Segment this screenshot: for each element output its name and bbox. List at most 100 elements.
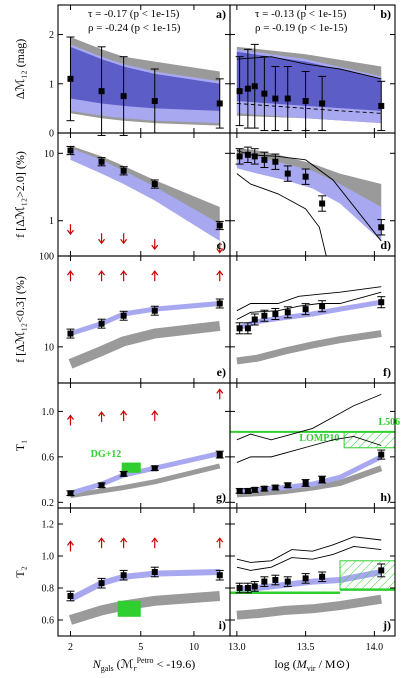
data-point bbox=[261, 156, 268, 163]
panel-frame bbox=[57, 255, 231, 384]
data-point bbox=[272, 310, 279, 317]
data-point bbox=[272, 577, 279, 583]
data-point bbox=[120, 470, 127, 477]
panel-label: i) bbox=[219, 618, 226, 632]
grey-band bbox=[236, 330, 382, 365]
panel-label: b) bbox=[380, 7, 391, 21]
l506-label: L506 bbox=[379, 417, 401, 428]
y-tick-label: 0 bbox=[49, 129, 54, 140]
panel-label: g) bbox=[216, 490, 226, 504]
arrow-head bbox=[98, 238, 106, 245]
data-point bbox=[261, 485, 268, 492]
model-line bbox=[236, 173, 327, 257]
data-point bbox=[378, 102, 385, 109]
arrow-head bbox=[216, 537, 224, 543]
panel-frame bbox=[229, 507, 396, 637]
data-point bbox=[272, 484, 279, 491]
y-tick-label: 100 bbox=[39, 252, 54, 263]
x-label-part: gals bbox=[101, 664, 114, 673]
data-point bbox=[319, 476, 326, 483]
data-point bbox=[236, 325, 243, 332]
data-point bbox=[251, 316, 258, 323]
data-point bbox=[284, 170, 291, 177]
data-point bbox=[302, 575, 309, 582]
y-tick-label: 1 bbox=[49, 79, 54, 90]
data-point bbox=[120, 312, 127, 319]
data-point bbox=[236, 585, 243, 591]
panel-label: f) bbox=[383, 365, 391, 379]
data-point bbox=[216, 300, 223, 307]
y-tick-label: 0.6 bbox=[42, 616, 55, 627]
panel-label: j) bbox=[382, 618, 391, 632]
data-point bbox=[151, 307, 158, 314]
data-point bbox=[98, 482, 105, 489]
data-point bbox=[378, 224, 385, 231]
panel-label: h) bbox=[380, 490, 391, 504]
arrow-head bbox=[120, 238, 128, 245]
data-point bbox=[319, 200, 326, 207]
model-line-dashed bbox=[236, 103, 382, 114]
data-point bbox=[251, 486, 258, 493]
panel-label: c) bbox=[217, 238, 226, 252]
model-line bbox=[236, 536, 382, 563]
data-point bbox=[120, 572, 127, 579]
lomp10-label: LOMP10 bbox=[299, 433, 339, 444]
arrow-head bbox=[151, 409, 159, 416]
data-point bbox=[272, 158, 279, 165]
data-point bbox=[302, 306, 309, 313]
panel-label: e) bbox=[217, 365, 226, 379]
arrow-head bbox=[66, 270, 74, 276]
y-tick-label: 0.8 bbox=[42, 584, 55, 595]
y-axis-label: T₁ bbox=[13, 440, 27, 452]
data-point bbox=[151, 465, 158, 472]
data-point bbox=[244, 487, 251, 494]
panel-label: a) bbox=[216, 7, 226, 21]
x-tick-label: 13.0 bbox=[228, 642, 246, 653]
arrow-head bbox=[98, 270, 106, 276]
y-tick-label: 2 bbox=[49, 30, 54, 41]
x-label-part: M bbox=[296, 657, 308, 671]
x-label-part: Petro bbox=[137, 656, 154, 665]
data-point bbox=[98, 320, 105, 327]
data-point bbox=[244, 585, 251, 591]
x-axis-label-right: log (Mvir / M⊙) bbox=[274, 657, 349, 673]
data-point bbox=[378, 299, 385, 306]
y-tick-label: 0.6 bbox=[42, 452, 55, 463]
model-line bbox=[236, 393, 382, 441]
data-point bbox=[319, 573, 326, 580]
x-axis-label-left: Ngals (ℳrPetro < -19.6) bbox=[92, 656, 196, 673]
y-axis-label: f [Δℳ₁₂<0.3] (%) bbox=[13, 276, 27, 363]
grey-band bbox=[236, 594, 382, 620]
blue-band bbox=[236, 153, 382, 242]
arrow-head bbox=[216, 270, 224, 276]
data-point bbox=[67, 147, 74, 154]
y-axis-label: f [Δℳ₁₂>2.0] (%) bbox=[13, 151, 27, 238]
data-point bbox=[244, 151, 251, 158]
x-tick-label: 14.0 bbox=[366, 642, 384, 653]
data-point bbox=[251, 583, 258, 590]
data-point bbox=[216, 100, 223, 107]
arrow-head bbox=[120, 409, 128, 416]
y-axis-label: T₂ bbox=[13, 566, 27, 578]
grey-band bbox=[70, 463, 221, 498]
arrow-head bbox=[151, 244, 159, 251]
panel-label: d) bbox=[380, 238, 391, 252]
model-line bbox=[236, 291, 382, 320]
arrow-head bbox=[216, 248, 224, 254]
model-line bbox=[236, 286, 382, 312]
data-point bbox=[251, 153, 258, 160]
data-point bbox=[98, 88, 105, 95]
data-point bbox=[236, 153, 243, 160]
x-tick-label: 5 bbox=[138, 642, 143, 653]
data-point bbox=[98, 158, 105, 165]
stats-rho-right: ρ = -0.19 (p < 1e-15) bbox=[255, 22, 348, 34]
data-point bbox=[319, 303, 326, 310]
data-point bbox=[272, 95, 279, 102]
data-point bbox=[378, 567, 385, 574]
data-point bbox=[284, 578, 291, 585]
data-point bbox=[67, 593, 74, 599]
x-tick-label: 13.5 bbox=[297, 642, 315, 653]
model-line bbox=[236, 435, 382, 463]
model-line bbox=[236, 545, 382, 571]
